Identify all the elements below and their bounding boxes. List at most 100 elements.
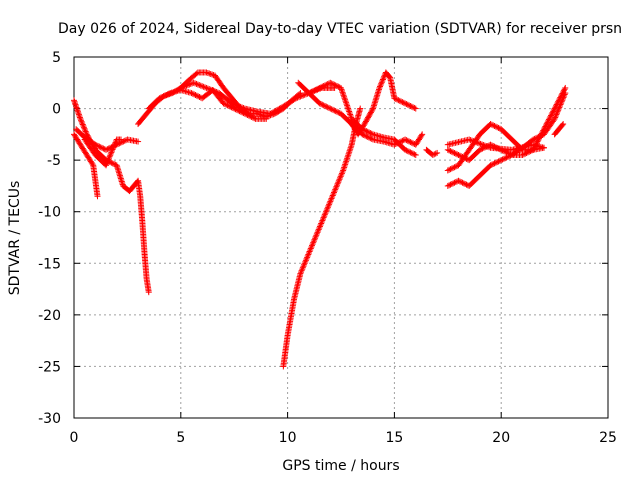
data-point [538, 132, 545, 139]
data-point [548, 112, 555, 119]
data-point [145, 289, 152, 296]
data-point [490, 161, 497, 168]
data-point [365, 113, 372, 120]
data-point [545, 117, 552, 124]
data-point [326, 199, 333, 206]
data-point [328, 80, 335, 87]
data-point [523, 150, 530, 157]
plot-frame [73, 56, 609, 419]
data-point [368, 108, 375, 115]
data-point [330, 191, 337, 198]
data-point [379, 77, 386, 84]
data-point [496, 157, 503, 164]
data-point [108, 147, 115, 154]
data-point [301, 260, 308, 267]
data-point [490, 122, 497, 129]
data-point [495, 158, 502, 165]
data-point [312, 235, 319, 242]
data-point [455, 177, 462, 184]
data-point [325, 104, 332, 111]
data-point [359, 126, 366, 133]
data-point [500, 155, 507, 162]
data-point [317, 221, 324, 228]
data-point [418, 132, 425, 139]
data-point [328, 195, 335, 202]
x-tick-label: 25 [599, 430, 617, 446]
data-point [450, 149, 457, 156]
data-point [343, 101, 350, 108]
data-point [107, 152, 114, 159]
data-point [310, 239, 317, 246]
data-point [241, 110, 248, 117]
data-point [297, 270, 304, 277]
data-point [333, 108, 340, 115]
data-point [412, 151, 419, 158]
data-point [360, 132, 367, 139]
data-point [406, 138, 413, 145]
data-point [551, 115, 558, 122]
data-point [448, 165, 455, 172]
data-point [555, 105, 562, 112]
data-point [395, 139, 402, 146]
data-point [80, 122, 87, 129]
data-point [239, 109, 246, 116]
data-point [462, 180, 469, 187]
data-point [408, 150, 415, 157]
data-point [263, 115, 270, 122]
data-point [307, 247, 314, 254]
data-point [321, 211, 328, 218]
data-point [305, 251, 312, 258]
data-point [407, 102, 414, 109]
data-point [232, 106, 239, 113]
data-point [334, 180, 341, 187]
data-point [546, 115, 553, 122]
data-point [545, 116, 552, 123]
data-point [367, 110, 374, 117]
data-point [466, 136, 473, 143]
data-point [335, 179, 342, 186]
data-point [319, 83, 326, 90]
data-point [346, 147, 353, 154]
data-point [368, 130, 375, 137]
data-point [325, 202, 332, 209]
data-point [227, 103, 234, 110]
data-point [273, 107, 280, 114]
data-point [367, 130, 374, 137]
data-point [494, 124, 501, 131]
data-point [332, 185, 339, 192]
data-point [319, 101, 326, 108]
data-point [301, 261, 308, 268]
data-point [558, 100, 565, 107]
data-point [341, 95, 348, 102]
data-point [110, 143, 117, 150]
data-point [323, 103, 330, 110]
data-point [553, 111, 560, 118]
data-point [294, 94, 301, 101]
data-point [471, 138, 478, 145]
data-point [327, 79, 334, 86]
data-point [378, 79, 385, 86]
data-point [320, 83, 327, 90]
data-point [447, 148, 454, 155]
data-point [326, 201, 333, 208]
data-point [317, 101, 324, 108]
data-point [456, 178, 463, 185]
data-point [561, 91, 568, 98]
data-point [434, 149, 441, 156]
data-point [339, 89, 346, 96]
data-point [412, 105, 419, 112]
data-point [334, 182, 341, 189]
data-point [110, 145, 117, 152]
data-point [536, 133, 543, 140]
data-point [481, 142, 488, 149]
data-point [200, 83, 207, 90]
data-points [71, 69, 569, 370]
data-point [95, 142, 102, 149]
data-point [342, 98, 349, 105]
data-point [187, 80, 194, 87]
data-point [366, 112, 373, 119]
data-point [363, 133, 370, 140]
data-point [402, 136, 409, 143]
data-point [395, 97, 402, 104]
data-point [316, 223, 323, 230]
